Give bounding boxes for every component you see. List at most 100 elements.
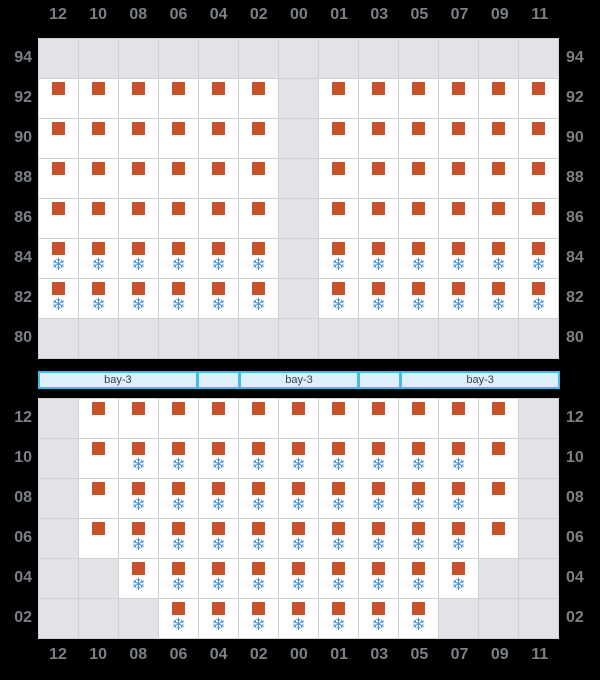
reefer-slot[interactable]: ❄ [439,519,478,558]
container-slot[interactable] [519,199,558,238]
reefer-slot[interactable]: ❄ [399,439,438,478]
reefer-slot[interactable]: ❄ [319,439,358,478]
reefer-slot[interactable]: ❄ [159,599,198,638]
container-slot[interactable] [519,119,558,158]
reefer-slot[interactable]: ❄ [39,279,78,318]
reefer-slot[interactable]: ❄ [399,559,438,598]
container-slot[interactable] [199,79,238,118]
container-slot[interactable] [479,519,518,558]
container-slot[interactable] [319,119,358,158]
container-slot[interactable] [479,479,518,518]
container-slot[interactable] [199,399,238,438]
container-slot[interactable] [479,159,518,198]
bay-segment-label[interactable]: bay-3 [40,373,196,387]
container-slot[interactable] [39,119,78,158]
reefer-slot[interactable]: ❄ [519,279,558,318]
reefer-slot[interactable]: ❄ [439,279,478,318]
container-slot[interactable] [159,119,198,158]
reefer-slot[interactable]: ❄ [439,479,478,518]
container-slot[interactable] [239,199,278,238]
reefer-slot[interactable]: ❄ [239,479,278,518]
container-slot[interactable] [479,399,518,438]
reefer-slot[interactable]: ❄ [159,279,198,318]
reefer-slot[interactable]: ❄ [319,239,358,278]
reefer-slot[interactable]: ❄ [119,239,158,278]
container-slot[interactable] [159,79,198,118]
reefer-slot[interactable]: ❄ [359,279,398,318]
bay-segment-label[interactable]: bay-3 [240,373,358,387]
reefer-slot[interactable]: ❄ [119,439,158,478]
reefer-slot[interactable]: ❄ [279,439,318,478]
container-slot[interactable] [39,159,78,198]
reefer-slot[interactable]: ❄ [359,559,398,598]
container-slot[interactable] [439,199,478,238]
container-slot[interactable] [479,439,518,478]
container-slot[interactable] [79,399,118,438]
reefer-slot[interactable]: ❄ [159,479,198,518]
reefer-slot[interactable]: ❄ [159,519,198,558]
reefer-slot[interactable]: ❄ [399,239,438,278]
reefer-slot[interactable]: ❄ [359,599,398,638]
reefer-slot[interactable]: ❄ [519,239,558,278]
container-slot[interactable] [79,119,118,158]
container-slot[interactable] [359,79,398,118]
reefer-slot[interactable]: ❄ [399,519,438,558]
reefer-slot[interactable]: ❄ [119,279,158,318]
reefer-slot[interactable]: ❄ [119,559,158,598]
reefer-slot[interactable]: ❄ [119,479,158,518]
container-slot[interactable] [119,119,158,158]
container-slot[interactable] [319,79,358,118]
container-slot[interactable] [319,199,358,238]
container-slot[interactable] [359,199,398,238]
reefer-slot[interactable]: ❄ [199,439,238,478]
container-slot[interactable] [79,159,118,198]
container-slot[interactable] [239,399,278,438]
reefer-slot[interactable]: ❄ [439,439,478,478]
container-slot[interactable] [399,399,438,438]
container-slot[interactable] [159,159,198,198]
container-slot[interactable] [359,159,398,198]
reefer-slot[interactable]: ❄ [399,599,438,638]
reefer-slot[interactable]: ❄ [159,239,198,278]
container-slot[interactable] [479,79,518,118]
container-slot[interactable] [79,479,118,518]
container-slot[interactable] [79,439,118,478]
container-slot[interactable] [319,159,358,198]
container-slot[interactable] [39,79,78,118]
reefer-slot[interactable]: ❄ [239,439,278,478]
container-slot[interactable] [399,199,438,238]
reefer-slot[interactable]: ❄ [159,439,198,478]
container-slot[interactable] [199,159,238,198]
container-slot[interactable] [159,199,198,238]
reefer-slot[interactable]: ❄ [199,559,238,598]
reefer-slot[interactable]: ❄ [159,559,198,598]
container-slot[interactable] [319,399,358,438]
reefer-slot[interactable]: ❄ [319,559,358,598]
reefer-slot[interactable]: ❄ [199,519,238,558]
reefer-slot[interactable]: ❄ [439,239,478,278]
reefer-slot[interactable]: ❄ [359,439,398,478]
container-slot[interactable] [519,159,558,198]
reefer-slot[interactable]: ❄ [319,479,358,518]
reefer-slot[interactable]: ❄ [359,239,398,278]
reefer-slot[interactable]: ❄ [239,239,278,278]
container-slot[interactable] [519,79,558,118]
reefer-slot[interactable]: ❄ [279,559,318,598]
container-slot[interactable] [439,159,478,198]
reefer-slot[interactable]: ❄ [279,599,318,638]
container-slot[interactable] [119,399,158,438]
reefer-slot[interactable]: ❄ [79,239,118,278]
reefer-slot[interactable]: ❄ [199,479,238,518]
container-slot[interactable] [79,79,118,118]
container-slot[interactable] [479,199,518,238]
reefer-slot[interactable]: ❄ [39,239,78,278]
reefer-slot[interactable]: ❄ [239,519,278,558]
reefer-slot[interactable]: ❄ [479,239,518,278]
reefer-slot[interactable]: ❄ [239,559,278,598]
reefer-slot[interactable]: ❄ [239,279,278,318]
reefer-slot[interactable]: ❄ [279,479,318,518]
reefer-slot[interactable]: ❄ [119,519,158,558]
container-slot[interactable] [399,159,438,198]
reefer-slot[interactable]: ❄ [199,599,238,638]
container-slot[interactable] [239,79,278,118]
